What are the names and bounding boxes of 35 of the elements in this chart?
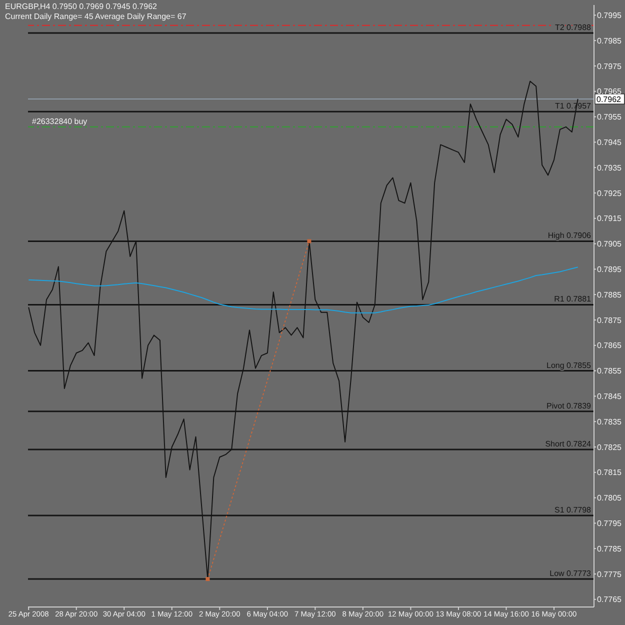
y-tick-label: 0.7955: [597, 112, 622, 122]
ref-line-label: S1 0.7798: [554, 506, 592, 515]
y-tick-label: 0.7855: [597, 366, 622, 376]
text: Current Daily Range= 45 Average Daily Range= 67: [5, 12, 186, 21]
y-tick-label: 0.7785: [597, 544, 622, 554]
y-tick-label: 0.7935: [597, 163, 622, 172]
y-tick-label: 0.7775: [597, 570, 622, 579]
y-tick-label: 0.7975: [597, 62, 622, 71]
y-tick-label: 0.7995: [597, 11, 622, 20]
ref-line-label: High 0.7906: [548, 231, 592, 240]
y-tick-label: 0.7905: [597, 240, 622, 249]
ref-line-label: Short 0.7824: [545, 440, 592, 449]
ref-line-label: #26332840 buy: [32, 116, 88, 126]
ref-line-label: Long 0.7855: [546, 360, 592, 370]
ref-line-label: 0.7962: [596, 94, 622, 104]
y-tick-label: 0.7835: [597, 417, 622, 426]
ref-line-label: R1 0.7881: [554, 294, 592, 304]
y-tick-label: 0.7945: [597, 138, 622, 148]
y-tick-label: 0.7865: [597, 341, 622, 350]
y-tick-label: 0.7875: [597, 316, 622, 325]
y-tick-label: 0.7925: [597, 188, 622, 198]
y-tick-label: 0.7845: [597, 392, 622, 402]
y-tick-label: 0.7825: [597, 442, 622, 452]
y-tick-label: 0.7895: [597, 265, 622, 274]
chart-title: EURGBP,H4 0.7950 0.7969 0.7945 0.7962: [5, 2, 157, 11]
y-tick-label: 0.7805: [597, 494, 622, 503]
y-tick-label: 0.7815: [597, 468, 622, 478]
y-tick-label: 0.7985: [597, 36, 622, 46]
ref-line-label: Pivot 0.7839: [546, 401, 592, 410]
y-tick-label: 0.7765: [597, 595, 622, 604]
y-tick-label: 0.7965: [597, 87, 622, 96]
y-tick-label: 0.7795: [597, 519, 622, 528]
y-tick-label: 0.7915: [597, 214, 622, 224]
ref-line-label: Low 0.7773: [550, 569, 592, 578]
y-tick-label: 0.7885: [597, 290, 622, 300]
